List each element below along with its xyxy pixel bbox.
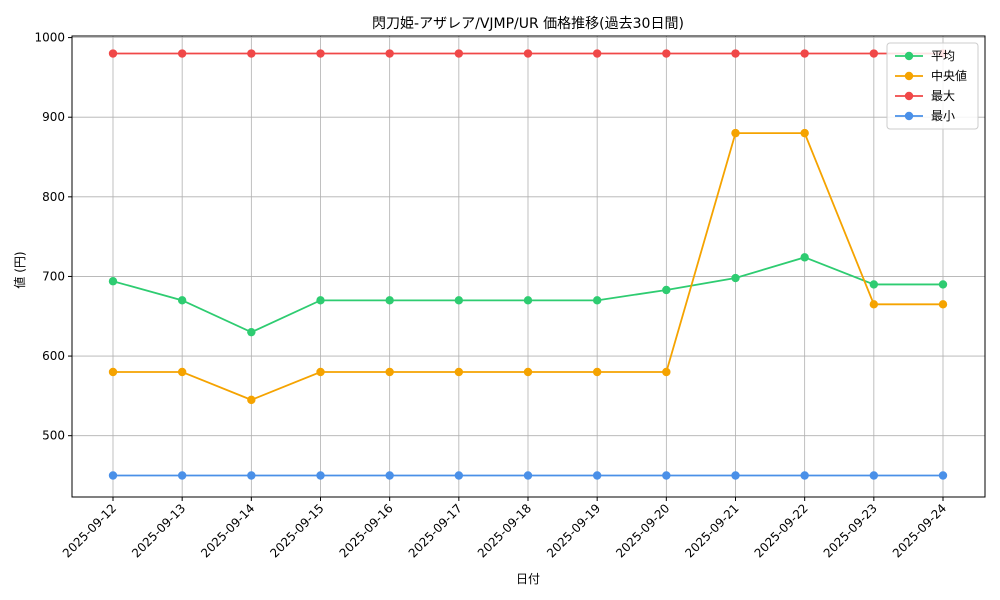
data-point <box>662 285 671 295</box>
data-point <box>316 367 325 377</box>
data-point <box>247 327 256 337</box>
legend-box <box>886 42 979 130</box>
axes: 2025-09-12 2025-09-13 2025-09-14 2025-09-15… <box>34 31 986 560</box>
data-point <box>662 367 671 377</box>
legend-label: 中央値 <box>931 68 967 83</box>
series-group <box>108 49 948 480</box>
data-point <box>454 367 464 377</box>
x-tick-label: 2025-09-19 <box>544 501 603 560</box>
legend-entry: 中央値 <box>895 68 967 83</box>
legend-swatch-marker <box>904 51 914 61</box>
data-point <box>523 471 533 480</box>
data-point <box>731 49 740 58</box>
data-point <box>869 49 879 58</box>
x-tick-label: 2025-09-14 <box>198 501 257 560</box>
series-2 <box>108 49 948 58</box>
y-tick-label: 900 <box>42 110 65 124</box>
x-tick-label: 2025-09-21 <box>682 501 741 560</box>
data-point <box>454 49 464 58</box>
x-tick-label: 2025-09-23 <box>821 501 880 560</box>
legend-swatch-marker <box>904 71 914 81</box>
data-point <box>385 367 394 377</box>
data-point <box>247 395 256 405</box>
data-point <box>523 49 533 58</box>
legend-swatch-marker <box>904 91 914 101</box>
data-point <box>869 471 879 480</box>
x-tick-label: 2025-09-24 <box>890 501 949 560</box>
x-tick-label: 2025-09-15 <box>267 501 326 560</box>
data-point <box>800 471 809 480</box>
data-point <box>592 471 602 480</box>
grid <box>72 36 985 497</box>
y-axis-title: 値 (円) <box>12 251 27 288</box>
legend-swatch-marker <box>904 111 914 121</box>
legend-entry: 平均 <box>895 49 955 63</box>
data-point <box>385 296 394 305</box>
data-point <box>800 128 809 138</box>
series-3 <box>108 471 948 480</box>
data-point <box>385 49 394 58</box>
x-tick-label: 2025-09-17 <box>406 501 465 560</box>
x-tick-label: 2025-09-16 <box>337 501 396 560</box>
legend-label: 最小 <box>931 109 955 123</box>
y-tick-label: 500 <box>42 429 65 443</box>
data-point <box>385 471 394 480</box>
data-point <box>177 471 187 480</box>
data-point <box>247 49 256 58</box>
data-point <box>177 49 187 58</box>
data-point <box>454 471 464 480</box>
data-point <box>523 296 533 305</box>
legend-entry: 最大 <box>895 89 955 103</box>
data-point <box>108 277 118 286</box>
x-axis-title: 日付 <box>516 572 540 586</box>
y-tick-label: 700 <box>42 269 65 283</box>
data-point <box>592 296 602 305</box>
data-point <box>177 367 187 377</box>
data-point <box>938 300 948 309</box>
data-point <box>938 280 948 289</box>
data-point <box>662 49 671 58</box>
data-point <box>592 49 602 58</box>
data-point <box>731 471 740 480</box>
chart-title: 閃刀姫-アザレア/VJMP/UR 価格推移(過去30日間) <box>372 16 684 32</box>
y-tick-label: 800 <box>42 190 65 204</box>
data-point <box>869 280 879 289</box>
data-point <box>316 296 325 305</box>
data-point <box>800 253 809 262</box>
data-point <box>108 367 118 377</box>
data-point <box>177 296 187 305</box>
series-0 <box>108 253 948 337</box>
legend-entry: 最小 <box>895 109 955 123</box>
data-point <box>800 49 809 58</box>
series-1 <box>108 128 948 405</box>
data-point <box>247 471 256 480</box>
x-tick-label: 2025-09-22 <box>752 501 811 560</box>
data-point <box>108 49 118 58</box>
plot-frame <box>71 35 986 498</box>
y-tick-label: 1000 <box>34 31 65 45</box>
data-point <box>938 471 948 480</box>
y-tick-label: 600 <box>42 349 65 363</box>
x-tick-label: 2025-09-20 <box>613 501 672 560</box>
x-tick-label: 2025-09-13 <box>129 501 188 560</box>
legend-label: 平均 <box>931 49 955 63</box>
data-point <box>108 471 118 480</box>
data-point <box>454 296 464 305</box>
data-point <box>731 128 740 138</box>
x-tick-label: 2025-09-18 <box>475 501 534 560</box>
data-point <box>731 273 740 283</box>
data-point <box>316 471 325 480</box>
data-point <box>592 367 602 377</box>
data-point <box>316 49 325 58</box>
x-tick-label: 2025-09-12 <box>60 501 119 560</box>
legend-label: 最大 <box>931 89 955 103</box>
data-point <box>869 300 879 309</box>
data-point <box>523 367 533 377</box>
data-point <box>662 471 671 480</box>
